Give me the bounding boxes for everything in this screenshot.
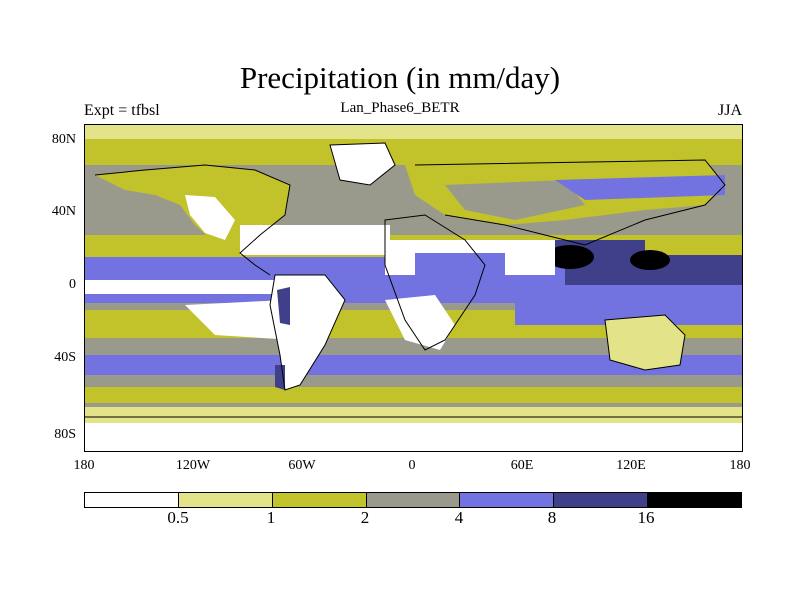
x-tick-label: 120W xyxy=(175,458,211,473)
coastline-eurasia xyxy=(414,159,726,246)
colorbar-swatch xyxy=(85,493,179,507)
greenland xyxy=(330,143,395,185)
colorbar-swatch xyxy=(554,493,649,507)
x-tick-label: 60E xyxy=(510,458,534,473)
y-tick-label: 80S xyxy=(54,427,76,442)
india-monsoon-max xyxy=(546,245,594,269)
colorbar-label: 0.5 xyxy=(167,508,189,527)
chart-title: Precipitation (in mm/day) xyxy=(239,60,561,95)
y-tick-label: 40S xyxy=(54,350,76,365)
coastline-africa xyxy=(384,214,486,351)
colorbar-swatch xyxy=(648,493,742,507)
y-tick-label: 0 xyxy=(69,277,76,292)
colorbar-swatch xyxy=(366,493,461,507)
bay-of-bengal-max xyxy=(630,250,670,270)
coastline-australia xyxy=(604,314,686,371)
colorbar-label: 16 xyxy=(637,508,655,527)
colorbar-swatch xyxy=(460,493,555,507)
colombia-wet xyxy=(277,287,290,325)
season-label: JJA xyxy=(717,102,742,119)
sw-north-america-dry xyxy=(185,195,235,240)
coastline-north-america xyxy=(94,164,291,276)
north-atlantic-dry xyxy=(240,225,390,255)
chart-subtitle: Lan_Phase6_BETR xyxy=(340,100,460,116)
y-tick-label: 80N xyxy=(51,132,76,147)
coastline-south-america xyxy=(269,274,346,391)
precipitation-map xyxy=(84,124,743,452)
x-tick-label: 60W xyxy=(288,458,316,473)
southern-storm-track xyxy=(85,355,742,375)
sahel-wet xyxy=(415,253,505,275)
colorbar-label: 8 xyxy=(547,508,557,527)
southern-olive-band xyxy=(85,387,742,403)
colorbar-label: 4 xyxy=(454,508,464,527)
y-tick-label: 40N xyxy=(51,204,76,219)
colorbar xyxy=(84,492,742,508)
colorbar-swatch xyxy=(272,493,367,507)
north-pacific-wet xyxy=(555,175,725,200)
australia xyxy=(605,315,685,370)
x-tick-label: 0 xyxy=(408,458,416,473)
x-tick-label: 180 xyxy=(729,458,751,473)
colorbar-swatch xyxy=(178,493,273,507)
experiment-label: Expt = tfbsl xyxy=(84,102,160,119)
x-tick-label: 180 xyxy=(73,458,95,473)
siberia-gray xyxy=(445,180,585,220)
map-svg xyxy=(85,125,742,451)
antarctica-dry xyxy=(85,423,742,451)
equator-dry-pacific xyxy=(85,280,285,294)
coastlines xyxy=(85,142,742,418)
southern-africa-dry xyxy=(385,295,455,350)
colorbar-label: 2 xyxy=(360,508,370,527)
x-tick-label: 120E xyxy=(616,458,646,473)
coastline-greenland xyxy=(329,142,396,186)
colorbar-label: 1 xyxy=(266,508,276,527)
arctic-top xyxy=(85,125,742,139)
